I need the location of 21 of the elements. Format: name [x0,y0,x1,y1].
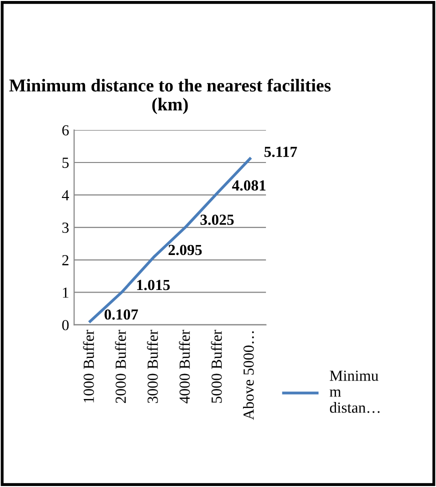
data-label: 4.081 [232,180,266,191]
y-tick-label: 6 [62,125,69,136]
x-tick-label: 1000 Buffer [83,330,94,402]
legend-label: Minimu m distan… [330,370,380,413]
y-tick-label: 2 [62,255,68,266]
data-label: 2.095 [168,244,202,256]
data-label: 1.015 [137,280,170,290]
y-tick-label: 1 [62,288,68,298]
data-label: 0.107 [104,309,138,320]
data-label: 5.117 [264,146,298,158]
chart-title: Minimum distance to the nearest facilities (km) [9,78,331,114]
y-tick-label: 3 [62,222,69,233]
x-tick-label: Above 5000… [243,331,254,420]
x-tick-label: 3000 Buffer [146,330,158,403]
y-tick-label: 5 [62,158,69,168]
x-tick-label: 2000 Buffer [114,330,126,403]
x-tick-label: 4000 Buffer [178,330,190,404]
y-tick-label: 4 [62,190,70,200]
y-tick-label: 0 [62,320,69,330]
x-tick-label: 5000 Buffer [210,330,222,403]
data-label: 3.025 [200,214,234,225]
